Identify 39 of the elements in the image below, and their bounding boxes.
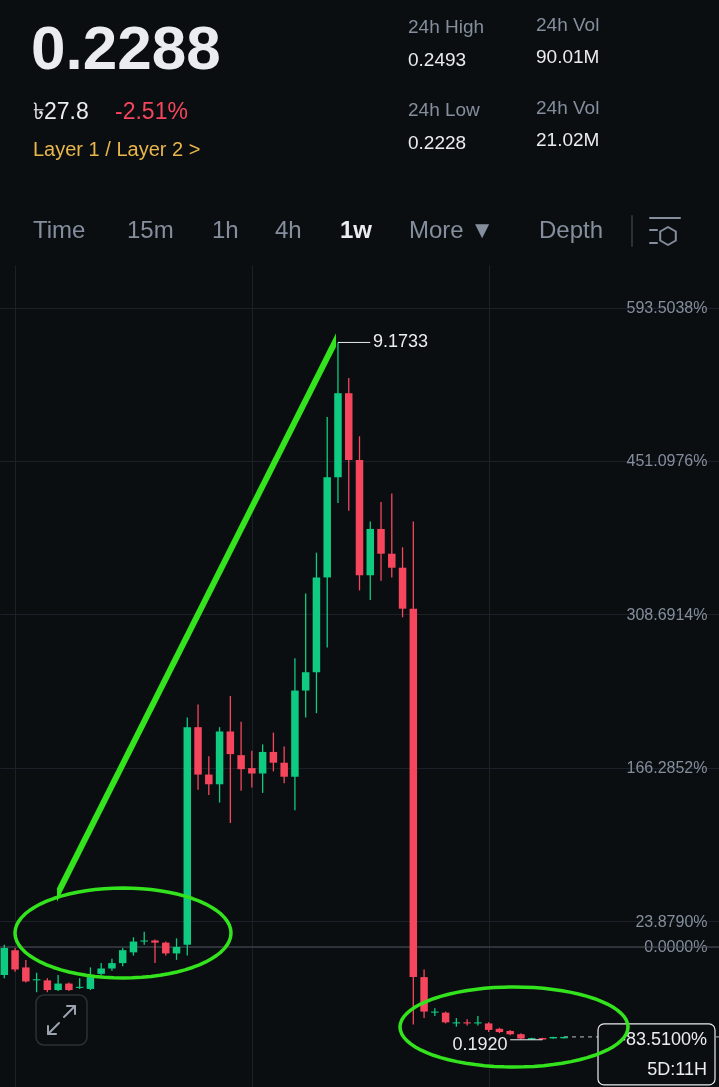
text: 24h Vol: [536, 97, 600, 118]
ref-line-label: -83.5100%: [619, 1028, 707, 1049]
candlestick: [151, 938, 159, 964]
text: 0.2493: [408, 49, 467, 70]
text: 24h Vol: [536, 14, 600, 35]
text: ৳27.8: [33, 98, 89, 124]
chart-title: 0.2288: [31, 13, 221, 82]
text: More ▼: [409, 216, 495, 243]
candlestick: [22, 959, 30, 984]
text: 1h: [212, 216, 239, 243]
candlestick: [108, 958, 116, 972]
text: 24h Low: [408, 99, 481, 120]
text: Layer 1 / Layer 2 >: [33, 138, 201, 160]
text: 4h: [275, 216, 302, 243]
candlestick: [388, 492, 396, 579]
y-tick-label: 166.2852%: [626, 759, 708, 777]
candlestick: [474, 1015, 482, 1027]
annotation: 9.1733: [372, 331, 429, 352]
y-tick-label: 593.5038%: [626, 299, 708, 317]
annotation: 0.1920: [452, 1033, 508, 1054]
text: Depth: [539, 216, 604, 243]
text: 90.01M: [536, 46, 600, 67]
candlestick: [11, 947, 19, 973]
candlestick: [463, 1018, 471, 1027]
text: 0.2228: [408, 132, 467, 153]
text: -2.51%: [115, 98, 188, 124]
text: 24h High: [408, 16, 485, 37]
text: Time: [33, 216, 86, 243]
y-tick-label: 451.0976%: [626, 452, 708, 470]
candlestick: [86, 966, 95, 991]
y-tick-label: 23.8790%: [635, 912, 708, 930]
y-tick-label: 0.0000%: [644, 938, 708, 956]
text: 1w: [340, 216, 373, 243]
text: 5D:11H: [647, 1059, 707, 1079]
candlestick: [118, 947, 127, 967]
candlestick: [54, 974, 62, 992]
text: 15m: [127, 216, 174, 243]
y-tick-label: 308.6914%: [626, 605, 708, 623]
text: 21.02M: [536, 129, 600, 150]
